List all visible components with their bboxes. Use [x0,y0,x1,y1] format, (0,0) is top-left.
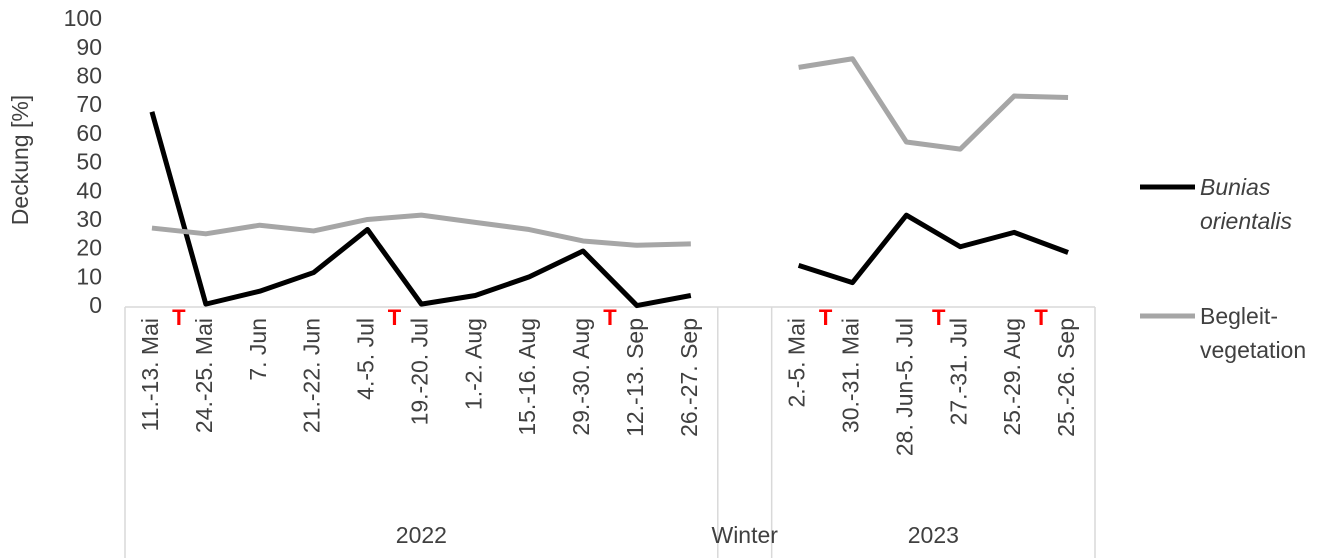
y-axis-label: Deckung [%] [7,95,33,225]
annotation: T [172,305,186,330]
x-tick-label: 15.-16. Aug [514,318,540,436]
legend-label: Begleit-vegetation [1200,303,1307,363]
annotation: T [603,305,617,330]
x-tick-label: 26.-27. Sep [676,318,702,437]
group-label: 2023 [908,522,959,548]
x-tick-label: 7. Jun [245,318,271,381]
x-tick-label: 19.-20. Jul [406,318,432,425]
group-label: 2022 [396,522,447,548]
x-tick-label: 30.-31. Mai [838,318,864,433]
y-tick-label: 70 [76,91,102,117]
y-tick-label: 80 [76,62,102,88]
y-tick-label: 100 [64,5,102,31]
x-tick-label: 25.-26. Sep [1053,318,1079,437]
series-line [149,111,1069,309]
y-tick-label: 20 [76,235,102,261]
y-tick-label: 30 [76,206,102,232]
x-tick-label: 4.-5. Jul [353,318,379,400]
legend-label: Bunias orientalis [1200,174,1293,234]
y-tick-label: 40 [76,177,102,203]
x-tick-label: 25.-29. Aug [999,318,1025,436]
y-tick-label: 50 [76,149,102,175]
annotation: T [1034,305,1048,330]
annotation: T [388,305,402,330]
x-tick-label: 1.-2. Aug [460,318,486,410]
x-tick-label: 29.-30. Aug [568,318,594,436]
x-tick-label: 27.-31. Jul [945,318,971,425]
x-tick-label: 2.-5. Mai [784,318,810,407]
annotation: T [932,305,946,330]
series-line [151,56,1069,248]
x-tick-label: 12.-13. Sep [622,318,648,437]
group-label: Winter [711,522,778,548]
x-tick-label: 28. Jun-5. Jul [891,318,917,456]
y-tick-label: 10 [76,263,102,289]
x-tick-label: 24.-25. Mai [191,318,217,433]
x-tick-label: 11.-13. Mai [137,318,163,431]
y-tick-label: 0 [89,292,102,318]
y-tick-label: 90 [76,34,102,60]
x-tick-label: 21.-22. Jun [299,318,325,433]
annotation: T [819,305,833,330]
y-tick-label: 60 [76,120,102,146]
